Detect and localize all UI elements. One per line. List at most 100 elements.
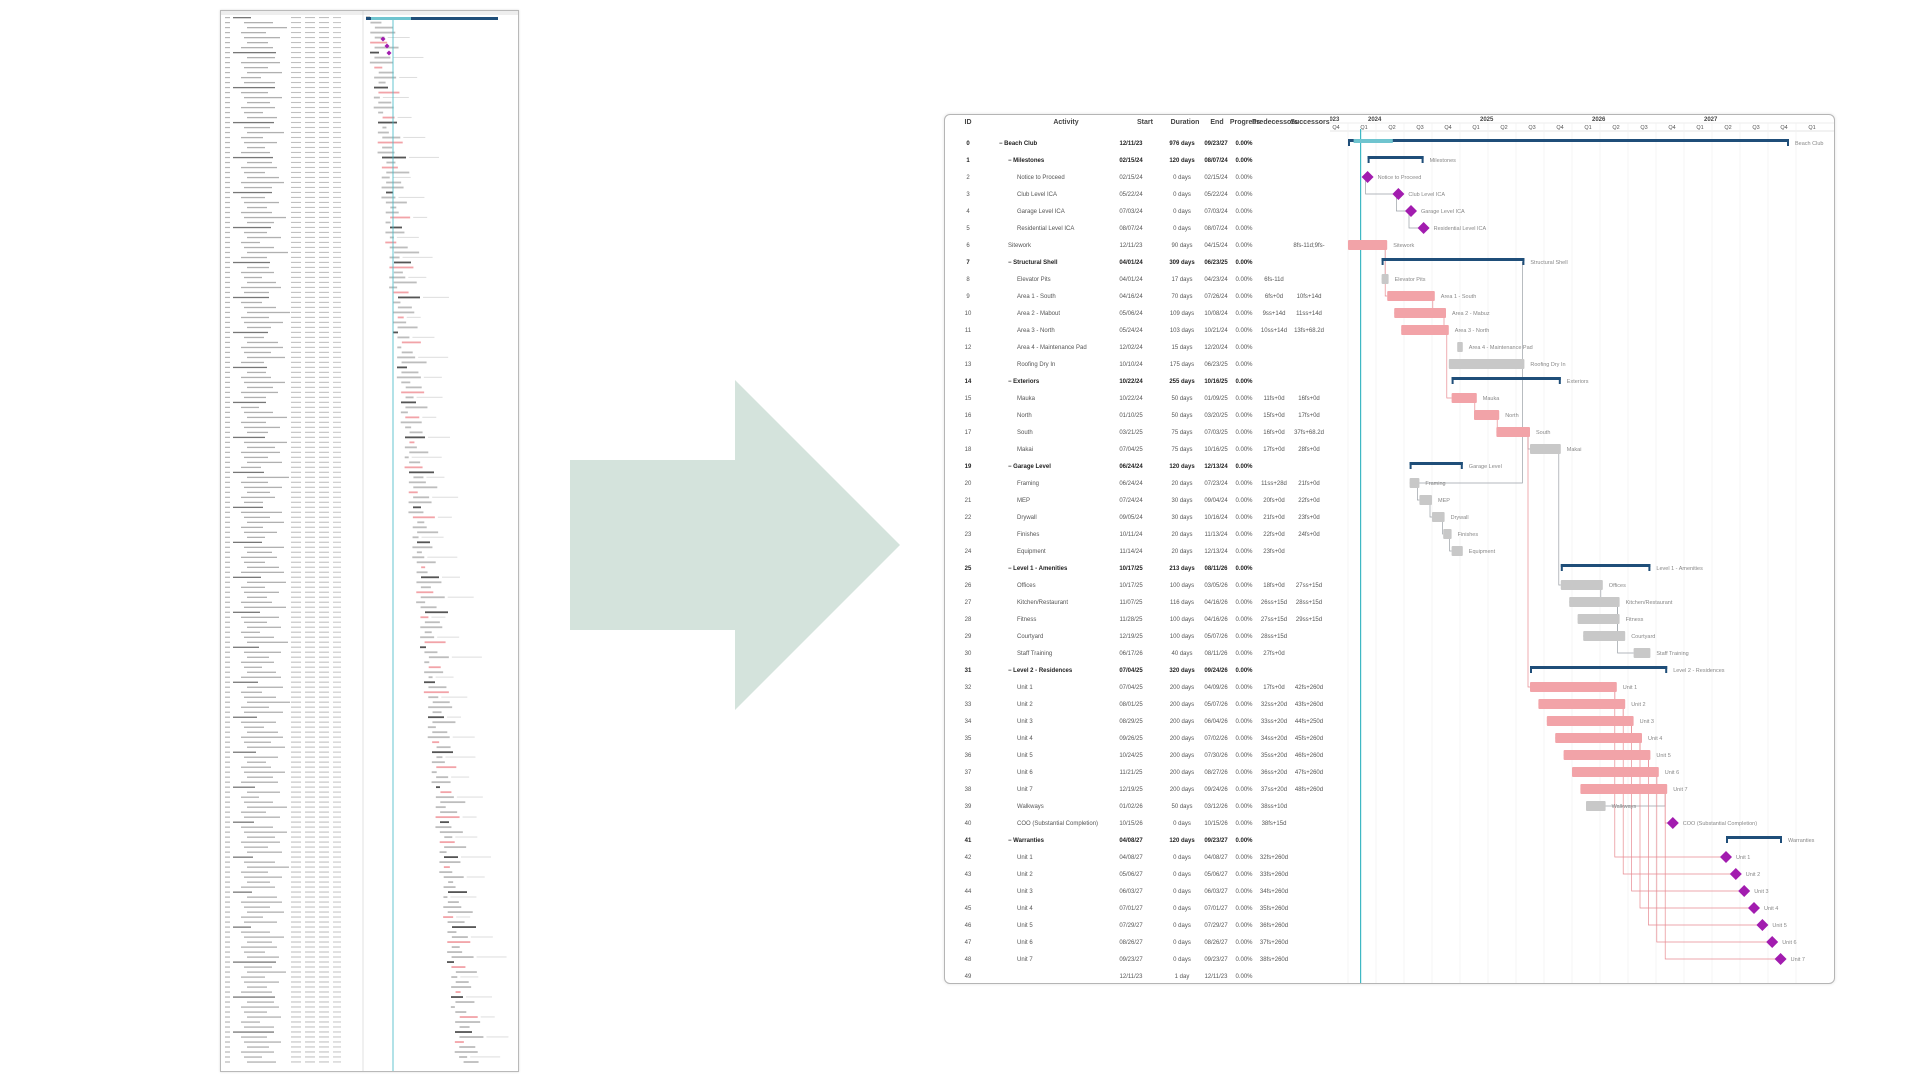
overview-row-progress bbox=[333, 851, 341, 853]
overview-row-id bbox=[225, 521, 230, 523]
overview-row-start bbox=[291, 576, 301, 578]
overview-bar bbox=[436, 746, 451, 749]
overview-row-end bbox=[319, 876, 329, 878]
col-header-progress[interactable]: Progress bbox=[1229, 119, 1261, 126]
quarter-label: Q4 bbox=[1444, 125, 1451, 131]
overview-row-name bbox=[241, 796, 259, 798]
overview-row-duration bbox=[305, 716, 315, 718]
overview-bar bbox=[459, 1056, 468, 1058]
col-header-start[interactable]: Start bbox=[1137, 119, 1153, 126]
overview-bar bbox=[450, 1006, 455, 1008]
task-bar bbox=[1569, 597, 1620, 607]
overview-row-end bbox=[319, 41, 329, 44]
overview-row-name bbox=[244, 1056, 262, 1058]
overview-bar bbox=[436, 776, 449, 779]
col-header-predecessors[interactable]: Predecessors bbox=[1252, 119, 1298, 126]
overview-row-name bbox=[244, 426, 280, 429]
bar-label: Unit 7 bbox=[1673, 787, 1687, 793]
overview-row-progress bbox=[333, 896, 341, 898]
row-activity: Fitness bbox=[1017, 617, 1037, 623]
row-activity: Staff Training bbox=[1017, 651, 1053, 657]
overview-row-duration bbox=[305, 326, 315, 328]
year-label: 2025 bbox=[1480, 117, 1494, 123]
overview-row-end bbox=[319, 166, 329, 169]
overview-row-start bbox=[291, 771, 301, 773]
overview-bar bbox=[393, 311, 415, 314]
overview-bar bbox=[447, 921, 465, 923]
overview-row-end bbox=[319, 401, 329, 403]
overview-row-name bbox=[241, 526, 263, 529]
row-duration: 20 days bbox=[1171, 549, 1193, 555]
row-end: 10/08/24 bbox=[1204, 311, 1228, 317]
overview-row-start bbox=[291, 111, 301, 114]
col-header-activity[interactable]: Activity bbox=[1053, 119, 1079, 126]
overview-row-name bbox=[247, 491, 270, 494]
overview-row-name bbox=[244, 336, 264, 339]
quarter-label: Q2 bbox=[1612, 125, 1619, 131]
overview-row-name bbox=[241, 1021, 260, 1023]
overview-row-duration bbox=[305, 601, 315, 603]
overview-row-start bbox=[291, 71, 301, 74]
overview-row-progress bbox=[333, 561, 341, 563]
row-successors bbox=[1285, 374, 1333, 390]
row-end: 03/20/25 bbox=[1204, 413, 1228, 419]
row-predecessors: 17fs+0d bbox=[1263, 685, 1285, 691]
overview-bar-label bbox=[466, 996, 492, 998]
overview-row-progress bbox=[333, 641, 341, 643]
overview-bar bbox=[404, 446, 417, 449]
overview-row-progress bbox=[333, 546, 341, 548]
row-successors bbox=[1285, 357, 1333, 373]
row-predecessors: 37ss+20d bbox=[1260, 787, 1288, 793]
summary-bar bbox=[1560, 564, 1651, 567]
overview-bar bbox=[440, 791, 452, 794]
overview-row-duration bbox=[305, 156, 315, 159]
overview-bar bbox=[432, 741, 440, 744]
overview-row-duration bbox=[305, 1026, 315, 1028]
row-successors: 28ss+15d bbox=[1295, 600, 1323, 606]
overview-bar bbox=[416, 571, 428, 574]
overview-row-name bbox=[247, 731, 278, 733]
overview-row-start bbox=[291, 696, 301, 698]
overview-row-end bbox=[319, 376, 329, 378]
col-header-duration[interactable]: Duration bbox=[1170, 119, 1200, 126]
overview-row-name bbox=[244, 501, 263, 504]
overview-row-progress bbox=[333, 876, 341, 878]
col-header-id[interactable]: ID bbox=[964, 119, 972, 126]
row-successors bbox=[1285, 136, 1333, 152]
overview-row-progress bbox=[333, 871, 341, 873]
overview-row-start bbox=[291, 356, 301, 358]
task-bar bbox=[1348, 240, 1388, 250]
row-activity: − Exteriors bbox=[1008, 379, 1040, 385]
overview-row-id bbox=[225, 17, 230, 19]
overview-row-name bbox=[233, 17, 251, 19]
overview-row-duration bbox=[305, 751, 315, 753]
dependency-link bbox=[1446, 330, 1452, 399]
overview-row-progress bbox=[333, 176, 341, 179]
overview-row-name bbox=[241, 586, 265, 588]
col-header-successors[interactable]: Successors bbox=[1290, 119, 1330, 126]
row-successors bbox=[1285, 187, 1333, 203]
overview-row-start bbox=[291, 46, 301, 49]
overview-row-progress bbox=[333, 261, 341, 263]
overview-row-end bbox=[319, 1011, 329, 1013]
overview-row-name bbox=[241, 166, 277, 169]
overview-row-id bbox=[225, 671, 230, 673]
summary-bar bbox=[1451, 377, 1561, 380]
overview-row-progress bbox=[333, 211, 341, 213]
col-header-end[interactable]: End bbox=[1210, 119, 1224, 126]
overview-row-duration bbox=[305, 961, 315, 963]
overview-row-start bbox=[291, 191, 301, 193]
overview-row-start bbox=[291, 956, 301, 958]
row-progress: 0.00% bbox=[1235, 787, 1253, 793]
overview-row-duration bbox=[305, 671, 315, 673]
overview-row-id bbox=[225, 896, 230, 898]
overview-row-progress bbox=[333, 761, 341, 763]
overview-row-end bbox=[319, 641, 329, 643]
overview-row-name bbox=[244, 711, 283, 713]
overview-bar-label bbox=[411, 456, 442, 458]
row-successors bbox=[1285, 459, 1333, 475]
overview-row-name bbox=[247, 71, 282, 74]
overview-bar bbox=[381, 176, 390, 179]
overview-row-end bbox=[319, 781, 329, 783]
row-end: 04/08/27 bbox=[1204, 855, 1228, 861]
